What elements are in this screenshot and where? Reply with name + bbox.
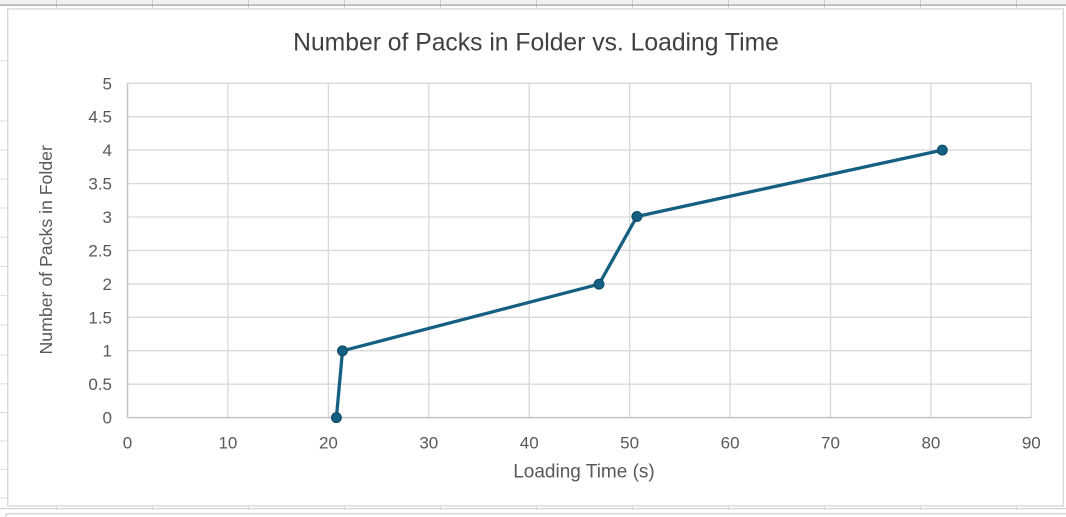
svg-text:Number of Packs in Folder: Number of Packs in Folder xyxy=(36,145,56,354)
svg-text:1: 1 xyxy=(103,342,112,361)
svg-text:1.5: 1.5 xyxy=(88,308,112,327)
svg-text:10: 10 xyxy=(218,433,237,452)
svg-text:2.5: 2.5 xyxy=(88,241,112,260)
svg-text:4: 4 xyxy=(103,141,112,160)
svg-text:5: 5 xyxy=(103,74,112,93)
svg-text:0.5: 0.5 xyxy=(88,375,112,394)
svg-text:Loading Time (s): Loading Time (s) xyxy=(513,462,655,483)
svg-text:0: 0 xyxy=(123,433,132,452)
svg-text:4.5: 4.5 xyxy=(88,108,112,127)
svg-text:3.5: 3.5 xyxy=(88,175,112,194)
svg-text:3: 3 xyxy=(103,208,112,227)
svg-text:70: 70 xyxy=(821,433,840,452)
svg-text:80: 80 xyxy=(921,433,940,452)
svg-text:0: 0 xyxy=(103,409,112,428)
svg-text:30: 30 xyxy=(419,433,438,452)
svg-text:50: 50 xyxy=(620,433,639,452)
svg-text:90: 90 xyxy=(1022,433,1041,452)
svg-text:2: 2 xyxy=(103,275,112,294)
svg-text:60: 60 xyxy=(721,433,740,452)
svg-text:Number of Packs in Folder vs.: Number of Packs in Folder vs. Loading Ti… xyxy=(293,29,779,56)
svg-text:20: 20 xyxy=(319,433,338,452)
svg-text:40: 40 xyxy=(520,433,539,452)
